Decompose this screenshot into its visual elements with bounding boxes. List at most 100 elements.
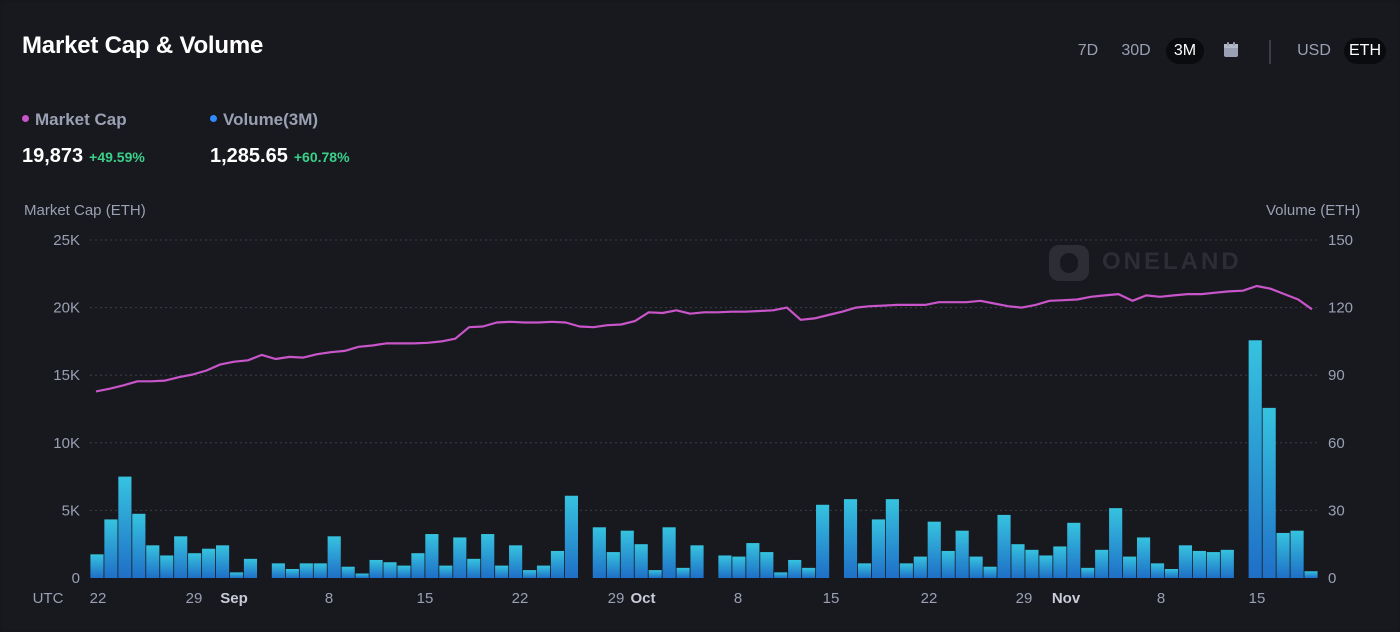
x-axis-tick: 22 [90, 590, 107, 607]
market-cap-value: 19,873 [22, 145, 84, 167]
volume-bar [202, 548, 216, 578]
volume-value: 1,285.65 [210, 145, 288, 167]
volume-dot-icon [210, 115, 217, 123]
currency-usd-button[interactable]: USD [1297, 42, 1331, 59]
x-axis-tick: 15 [417, 590, 434, 607]
volume-bar [997, 514, 1011, 578]
volume-bar [802, 567, 816, 578]
volume-bar [676, 567, 690, 578]
volume-bar [453, 537, 467, 578]
volume-bar [955, 530, 969, 578]
x-axis-tick: 8 [325, 590, 333, 607]
volume-bar [1290, 530, 1304, 578]
volume-bar [104, 519, 118, 578]
range-30d-button[interactable]: 30D [1121, 42, 1151, 59]
x-axis-tick: Nov [1052, 590, 1081, 607]
market-cap-line [95, 284, 1313, 393]
volume-bar [634, 544, 648, 578]
range-7d-button[interactable]: 7D [1077, 42, 1099, 59]
volume-legend: Volume(3M) [210, 110, 318, 130]
volume-bar [1039, 555, 1053, 578]
volume-bar [383, 562, 397, 578]
volume-bar [439, 565, 453, 578]
volume-bar [1276, 532, 1290, 578]
volume-bar [1248, 340, 1262, 578]
volume-bar [425, 534, 439, 578]
volume-bar [397, 565, 411, 578]
toolbar-divider [1269, 40, 1271, 64]
volume-bar [522, 570, 537, 578]
volume-bar [1206, 552, 1220, 578]
volume-metric: 1,285.65 +60.78% [210, 145, 350, 168]
left-axis-tick: 15K [53, 367, 80, 384]
x-axis-tick: 15 [1249, 590, 1266, 607]
volume-bar [1220, 549, 1234, 578]
volume-bar [313, 563, 327, 578]
market-cap-change: +49.59% [89, 149, 145, 165]
x-axis-tick: 29 [608, 590, 625, 607]
volume-bar [606, 552, 620, 578]
volume-bar [899, 563, 913, 578]
volume-bar [285, 568, 299, 578]
left-axis-tick: 10K [53, 435, 80, 452]
volume-bar [718, 555, 732, 578]
volume-bar [355, 573, 369, 578]
left-axis-tick: 0 [72, 570, 80, 587]
volume-bar [146, 545, 160, 578]
volume-bar [983, 566, 997, 578]
left-axis-tick: 20K [53, 300, 80, 317]
volume-bar [1109, 508, 1123, 578]
volume-bar [1136, 537, 1151, 578]
x-axis-tick: Sep [220, 590, 248, 607]
x-axis-tick: 22 [512, 590, 529, 607]
calendar-icon[interactable] [1222, 41, 1240, 64]
right-axis-tick: 120 [1328, 300, 1353, 317]
volume-bar [857, 563, 872, 578]
volume-bar [327, 536, 341, 578]
volume-bar [243, 558, 258, 578]
volume-bar [871, 519, 886, 578]
right-axis-tick: 30 [1328, 502, 1345, 519]
x-axis-tick: 8 [734, 590, 742, 607]
range-3m-button[interactable]: 3M [1166, 38, 1204, 64]
volume-bar [229, 572, 244, 578]
x-axis-tick: 15 [823, 590, 840, 607]
x-axis-tick: Oct [630, 590, 655, 607]
right-axis-tick: 150 [1328, 232, 1353, 249]
right-axis-tick: 60 [1328, 435, 1345, 452]
volume-label: Volume(3M) [223, 110, 319, 129]
volume-bar [132, 513, 146, 578]
volume-bar [160, 555, 174, 578]
volume-bar [927, 521, 941, 578]
right-axis-title: Volume (ETH) [1266, 202, 1361, 219]
volume-bar [341, 566, 355, 578]
volume-bar [1178, 545, 1193, 578]
volume-bar [648, 570, 662, 578]
volume-bar [509, 545, 523, 578]
volume-bar [592, 527, 606, 578]
x-axis-tick: 29 [1016, 590, 1033, 607]
volume-bar [760, 552, 774, 578]
volume-bar [1192, 550, 1206, 578]
volume-bar [1164, 568, 1179, 578]
volume-bar [620, 530, 634, 578]
volume-bar [788, 559, 802, 578]
volume-bar [885, 499, 899, 578]
volume-bar [1025, 549, 1039, 578]
currency-eth-button[interactable]: ETH [1344, 38, 1386, 64]
volume-bar [299, 563, 313, 578]
x-axis-tick: 8 [1157, 590, 1165, 607]
volume-bar [1262, 407, 1276, 578]
volume-bar [215, 545, 230, 578]
volume-bar [188, 553, 202, 578]
x-axis-tick: 29 [186, 590, 203, 607]
right-axis-tick: 90 [1328, 367, 1345, 384]
volume-bar [495, 565, 509, 578]
volume-bar [913, 556, 927, 578]
oneland-watermark: ONELAND [1048, 244, 1239, 287]
volume-bar [411, 553, 425, 578]
volume-bar [1150, 563, 1165, 578]
volume-bar [467, 558, 481, 578]
